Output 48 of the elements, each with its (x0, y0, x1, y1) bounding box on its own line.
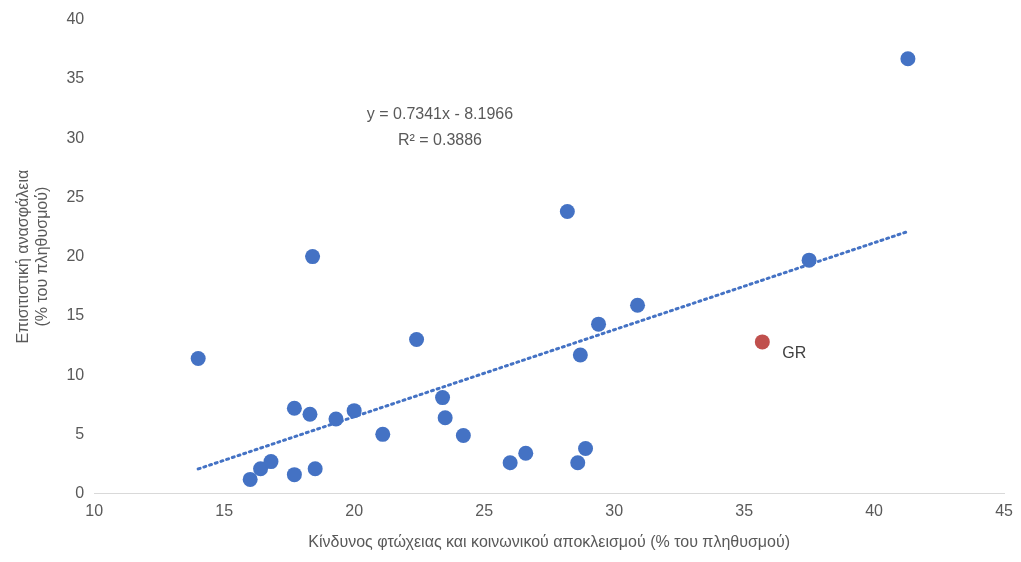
point (375, 426, 391, 442)
y-tick-label: 5 (75, 424, 85, 442)
point (591, 316, 607, 332)
x-tick-label: 25 (475, 501, 494, 519)
y-tick-label: 40 (66, 10, 85, 28)
x-tick-label: 20 (345, 501, 364, 519)
point (242, 471, 258, 487)
series-label: GR (782, 344, 807, 362)
y-tick-label: 25 (66, 187, 85, 205)
x-axis-title: Κίνδυνος φτώχειας και κοινωνικού αποκλεισμού (% του πληθυσμού) (308, 532, 790, 550)
point (346, 403, 362, 419)
point (302, 406, 318, 422)
point (435, 390, 451, 406)
point (263, 454, 279, 470)
x-tick-label: 30 (605, 501, 624, 519)
y-tick-label: 35 (66, 69, 85, 87)
point (570, 455, 586, 471)
x-tick-label: 15 (215, 501, 234, 519)
point (437, 410, 453, 426)
point (286, 467, 302, 483)
annotation: R² = 0.3886 (397, 131, 483, 149)
point (578, 441, 594, 457)
point (190, 351, 206, 367)
y-tick-label: 30 (66, 128, 85, 146)
x-tick-label: 35 (735, 501, 754, 519)
point (572, 347, 588, 363)
x-tick-label: 45 (995, 501, 1014, 519)
y-tick-label: 0 (75, 484, 85, 502)
point (253, 461, 269, 477)
y-tick-label: 10 (66, 365, 85, 383)
point (502, 455, 518, 471)
y-tick-label: 20 (66, 247, 85, 265)
point (518, 445, 534, 461)
point (305, 249, 321, 265)
point (900, 51, 916, 67)
point (409, 332, 425, 348)
point (754, 334, 770, 350)
point (328, 411, 344, 427)
x-tick-label: 40 (865, 501, 884, 519)
annotation: y = 0.7341x - 8.1966 (366, 105, 514, 123)
y-axis-title: Επισιτιστική ανασφάλεια (% του πληθυσμού) (14, 169, 51, 344)
point (455, 428, 471, 444)
point (630, 297, 646, 313)
y-tick-label: 15 (66, 306, 85, 324)
point (286, 400, 302, 416)
point (307, 461, 323, 477)
point (801, 252, 817, 268)
point (559, 204, 575, 220)
